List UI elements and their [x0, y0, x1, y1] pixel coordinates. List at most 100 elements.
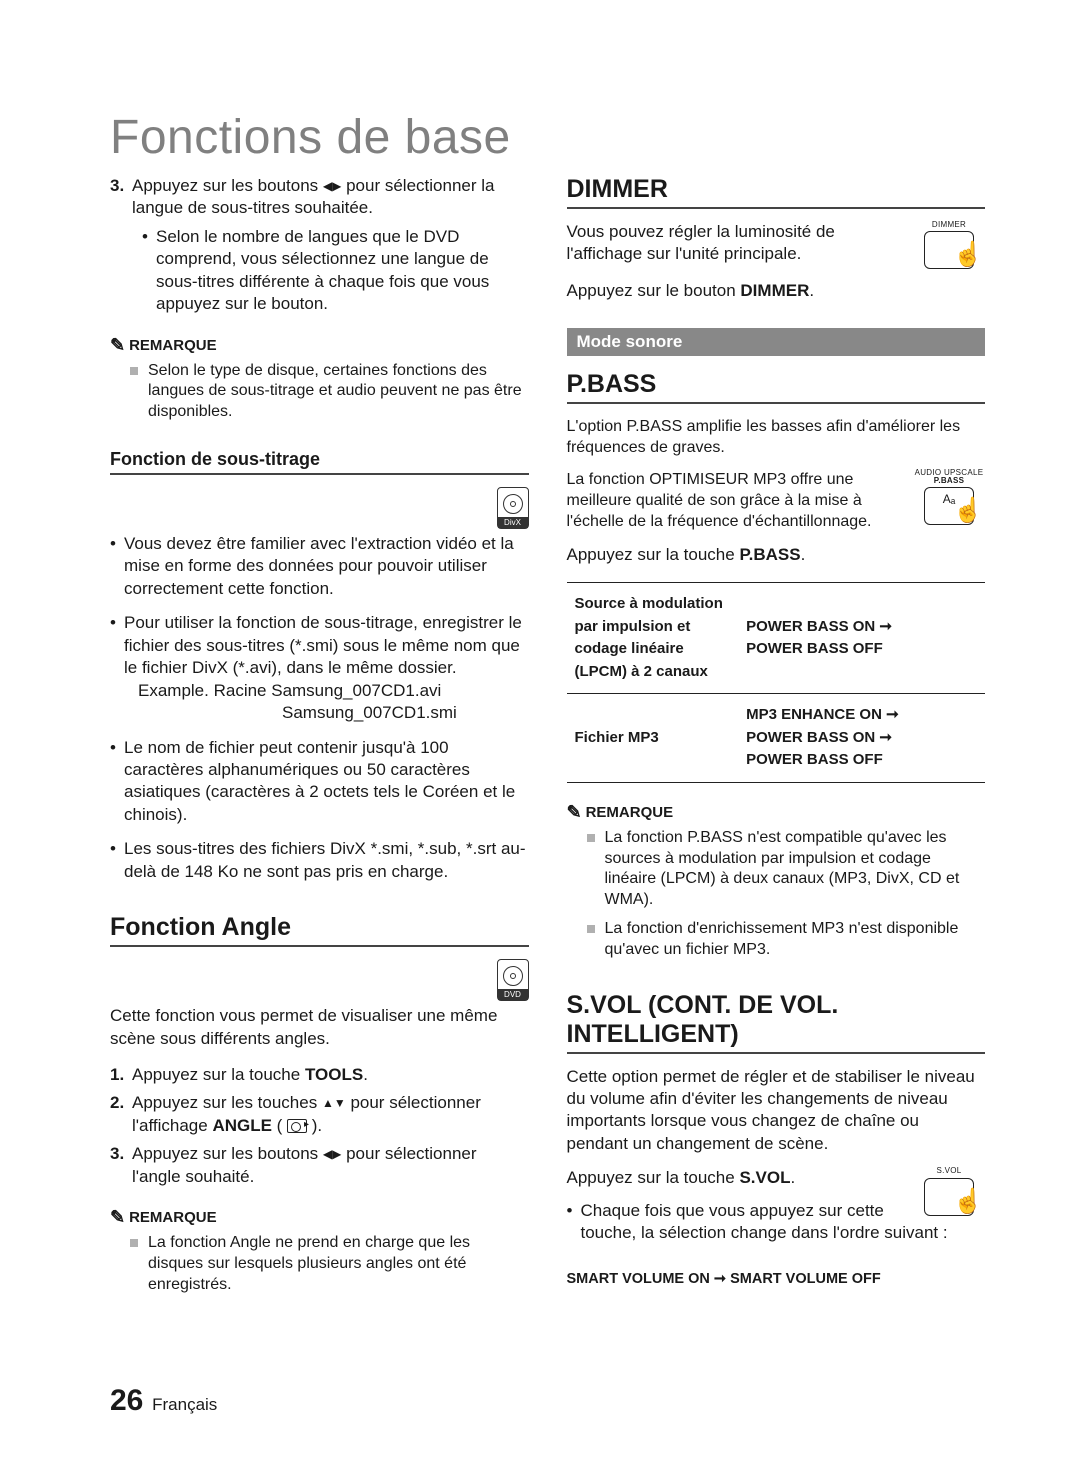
button-label: DIMMER [913, 221, 985, 229]
left-right-arrows-icon: ◀▶ [323, 179, 341, 195]
divx-badge-icon: DivX [497, 487, 529, 529]
two-column-layout: 3. Appuyez sur les boutons ◀▶ pour sélec… [110, 175, 985, 1304]
button-label: S.VOL [913, 1167, 985, 1175]
dimmer-button-graphic: DIMMER ☝ [913, 221, 985, 269]
note-item: La fonction d'enrichissement MP3 n'est d… [587, 919, 986, 961]
text: POWER BASS ON ➞ [746, 727, 977, 750]
svol-description: Cette option permet de régler et de stab… [567, 1066, 986, 1156]
dimmer-heading: DIMMER [567, 175, 986, 209]
bold-text: P.BASS [739, 545, 800, 564]
page-footer: 26 Français [110, 1384, 217, 1418]
table-row: Source à modulation par impulsion et cod… [567, 583, 986, 694]
badge-label: DivX [498, 517, 528, 528]
bold-text: TOOLS [305, 1065, 363, 1084]
step-text: Appuyez sur la touche TOOLS. [132, 1064, 529, 1086]
text: Appuyez sur le bouton [567, 281, 741, 300]
page-language: Français [152, 1395, 217, 1414]
dimmer-block: DIMMER ☝ Vous pouvez régler la luminosit… [567, 221, 986, 302]
dvd-badge-icon: DVD [497, 959, 529, 1001]
example-line: Example. Racine Samsung_007CD1.avi [138, 680, 529, 702]
step-2: 2. Appuyez sur les touches ▲▼ pour sélec… [110, 1092, 529, 1137]
pbass-press: Appuyez sur la touche P.BASS. [567, 544, 986, 566]
text: Appuyez sur les boutons [132, 176, 323, 195]
square-bullet-icon [587, 925, 595, 933]
button-rect-icon: ☝ [924, 231, 974, 269]
sound-mode-bar: Mode sonore [567, 328, 986, 356]
text: Appuyez sur la touche [567, 1168, 740, 1187]
bullet: Chaque fois que vous appuyez sur cette t… [567, 1200, 986, 1245]
step-number: 3. [110, 1143, 132, 1188]
note-item: Selon le type de disque, certaines fonct… [130, 361, 529, 423]
finger-press-icon: ☝ [953, 240, 983, 269]
table-cell: Source à modulation par impulsion et cod… [567, 583, 739, 694]
square-bullet-icon [130, 1239, 138, 1247]
note-text: La fonction Angle ne prend en charge que… [148, 1233, 529, 1295]
page-title: Fonctions de base [110, 110, 985, 165]
note-item: La fonction Angle ne prend en charge que… [130, 1233, 529, 1295]
pbass-modes-table: Source à modulation par impulsion et cod… [567, 582, 986, 783]
camera-icon [287, 1119, 307, 1133]
table-row: Fichier MP3 MP3 ENHANCE ON ➞ POWER BASS … [567, 694, 986, 783]
finger-press-icon: ☝ [953, 496, 983, 525]
angle-description: Cette fonction vous permet de visualiser… [110, 1005, 529, 1050]
bold-text: ANGLE [212, 1116, 272, 1135]
step-text: Appuyez sur les boutons ◀▶ pour sélectio… [132, 175, 529, 220]
pbass-desc-1: L'option P.BASS amplifie les basses afin… [567, 416, 986, 458]
step-3: 3. Appuyez sur les boutons ◀▶ pour sélec… [110, 1143, 529, 1188]
text: Pour utiliser la fonction de sous-titrag… [124, 613, 522, 677]
note-header: ✎REMARQUE [567, 801, 986, 822]
up-down-arrows-icon: ▲▼ [322, 1096, 346, 1112]
bullet: Vous devez être familier avec l'extracti… [110, 533, 529, 600]
step-text: Appuyez sur les touches ▲▼ pour sélectio… [132, 1092, 529, 1137]
svol-sequence: SMART VOLUME ON ➞ SMART VOLUME OFF [567, 1271, 986, 1287]
badge-row: DivX [110, 487, 529, 533]
step-1: 1. Appuyez sur la touche TOOLS. [110, 1064, 529, 1086]
square-bullet-icon [587, 834, 595, 842]
bold-text: DIMMER [740, 281, 809, 300]
text: Appuyez sur les touches [132, 1093, 322, 1112]
step-text: Appuyez sur les boutons ◀▶ pour sélectio… [132, 1143, 529, 1188]
dimmer-press: Appuyez sur le bouton DIMMER. [567, 280, 986, 302]
subtitle-function-heading: Fonction de sous-titrage [110, 449, 529, 475]
bullet: Le nom de fichier peut contenir jusqu'à … [110, 737, 529, 827]
step-number: 2. [110, 1092, 132, 1137]
note-label: REMARQUE [129, 337, 217, 354]
example-line: Samsung_007CD1.smi [282, 702, 529, 724]
table-cell: MP3 ENHANCE ON ➞ POWER BASS ON ➞ POWER B… [738, 694, 985, 783]
angle-function-heading: Fonction Angle [110, 913, 529, 947]
text: POWER BASS ON ➞ [746, 616, 977, 639]
button-label: AUDIO UPSCALE P.BASS [913, 469, 985, 486]
text: P.BASS [934, 476, 965, 485]
square-bullet-icon [130, 367, 138, 375]
note-icon: ✎ [567, 802, 582, 823]
bullet: Pour utiliser la fonction de sous-titrag… [110, 612, 529, 724]
note-icon: ✎ [110, 335, 125, 356]
note-label: REMARQUE [586, 804, 674, 821]
text: POWER BASS OFF [746, 749, 977, 772]
note-icon: ✎ [110, 1207, 125, 1228]
table-cell: POWER BASS ON ➞ POWER BASS OFF [738, 583, 985, 694]
table-cell: Fichier MP3 [567, 694, 739, 783]
button-rect-icon: Aₐ ☝ [924, 487, 974, 525]
bullet: Les sous-titres des fichiers DivX *.smi,… [110, 838, 529, 883]
left-column: 3. Appuyez sur les boutons ◀▶ pour sélec… [110, 175, 529, 1304]
step-number: 3. [110, 175, 132, 220]
text: Appuyez sur la touche [567, 545, 740, 564]
svol-heading: S.VOL (CONT. DE VOL. INTELLIGENT) [567, 991, 986, 1054]
manual-page: Fonctions de base 3. Appuyez sur les bou… [0, 0, 1080, 1364]
step-number: 1. [110, 1064, 132, 1086]
pbass-block: AUDIO UPSCALE P.BASS Aₐ ☝ La fonction OP… [567, 469, 986, 567]
page-number: 26 [110, 1384, 143, 1417]
note-item: La fonction P.BASS n'est compatible qu'a… [587, 828, 986, 911]
note-label: REMARQUE [129, 1209, 217, 1226]
svol-block: Cette option permet de régler et de stab… [567, 1066, 986, 1257]
note-header: ✎REMARQUE [110, 334, 529, 355]
note-header: ✎REMARQUE [110, 1206, 529, 1227]
pbass-button-graphic: AUDIO UPSCALE P.BASS Aₐ ☝ [913, 469, 985, 526]
note-text: Selon le type de disque, certaines fonct… [148, 361, 529, 423]
text: MP3 ENHANCE ON ➞ [746, 704, 977, 727]
step-3: 3. Appuyez sur les boutons ◀▶ pour sélec… [110, 175, 529, 220]
text: Appuyez sur les boutons [132, 1144, 323, 1163]
text: Appuyez sur la touche [132, 1065, 305, 1084]
sub-bullet: Selon le nombre de langues que le DVD co… [142, 226, 529, 316]
